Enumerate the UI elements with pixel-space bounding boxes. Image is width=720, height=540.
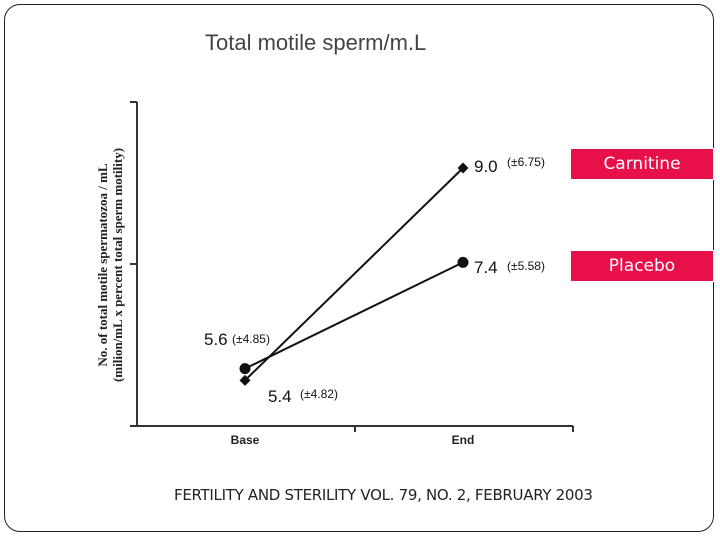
carnitine-base-point (239, 374, 251, 386)
legend-placebo: Placebo (570, 250, 714, 282)
placebo-base-sd: (±4.85) (232, 332, 270, 346)
carnitine-end-sd: (±6.75) (507, 155, 545, 169)
placebo-end-sd: (±5.58) (507, 259, 545, 273)
x-tick-label-base: Base (231, 433, 260, 447)
placebo-base-label: 5.6 (204, 330, 228, 349)
placebo-end-point (457, 256, 469, 268)
citation: FERTILITY AND STERILITY VOL. 79, NO. 2, … (174, 486, 593, 504)
series-line-carnitine (244, 167, 464, 382)
x-tick-label-end: End (452, 433, 475, 447)
slide-title: Total motile sperm/m.L (205, 30, 427, 55)
carnitine-end-label: 9.0 (474, 157, 498, 176)
placebo-end-label: 7.4 (474, 258, 498, 277)
legend-carnitine: Carnitine (570, 148, 714, 180)
series-line-placebo (244, 261, 464, 370)
carnitine-base-label: 5.4 (268, 387, 292, 406)
carnitine-base-sd: (±4.82) (300, 387, 338, 401)
carnitine-end-point (457, 162, 469, 174)
placebo-base-point (239, 363, 251, 375)
